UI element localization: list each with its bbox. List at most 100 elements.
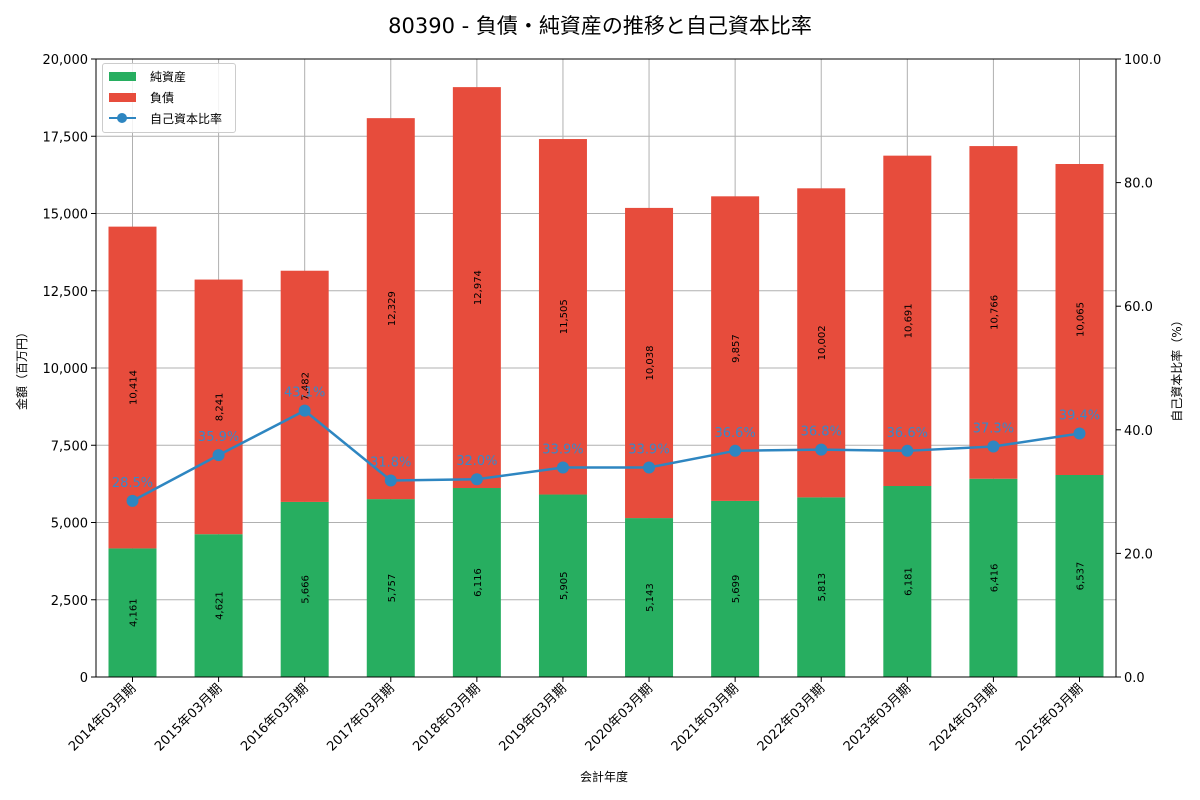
x-tick-label: 2020年03月期 — [583, 681, 656, 754]
equity-ratio-label: 33.9% — [628, 442, 669, 457]
bar-liabilities — [538, 139, 587, 495]
x-axis-title: 会計年度 — [580, 769, 628, 784]
y-axis-title: 金額（百万円） — [14, 326, 29, 410]
y-tick-label: 0 — [80, 671, 88, 686]
bar-value-label: 12,329 — [387, 291, 398, 326]
bar-value-label: 5,813 — [817, 573, 828, 602]
equity-ratio-marker — [729, 444, 742, 457]
bar-value-label: 10,766 — [989, 295, 1000, 330]
chart-title: 80390 - 負債・純資産の推移と自己資本比率 — [388, 14, 812, 38]
bar-value-label: 6,116 — [473, 568, 484, 597]
legend-item-liabilities: 負債 — [109, 88, 174, 106]
y-tick-label: 5,000 — [51, 517, 88, 532]
legend: 純資産 負債 自己資本比率 — [102, 63, 236, 133]
bar-value-label: 6,537 — [1076, 562, 1087, 591]
x-tick-label: 2015年03月期 — [152, 681, 225, 754]
equity-ratio-label: 36.8% — [801, 425, 842, 440]
bar-liabilities — [108, 226, 157, 549]
bar-liabilities — [883, 155, 932, 487]
bar-value-label: 5,666 — [301, 575, 312, 604]
equity-ratio-marker — [384, 474, 397, 487]
liabilities-swatch-icon — [109, 92, 136, 102]
equity-ratio-label: 36.6% — [714, 426, 755, 441]
bar-net-assets — [452, 488, 501, 677]
equity-ratio-marker — [815, 443, 828, 456]
bar-net-assets — [883, 486, 932, 677]
equity-ratio-label: 32.0% — [456, 454, 497, 469]
x-tick-label: 2014年03月期 — [66, 681, 139, 754]
y-tick-label: 10,000 — [43, 362, 89, 377]
bar-value-label: 8,241 — [215, 393, 226, 422]
legend-label: 純資産 — [150, 69, 187, 84]
bar-value-label: 6,416 — [989, 564, 1000, 593]
y-tick-label: 15,000 — [43, 208, 89, 223]
legend-item-net-assets: 純資産 — [109, 67, 186, 85]
bar-net-assets — [538, 494, 587, 677]
bar-net-assets — [280, 501, 329, 677]
bar-value-label: 10,002 — [817, 325, 828, 360]
x-tick-label: 2025年03月期 — [1013, 681, 1086, 754]
equity-ratio-label: 36.6% — [887, 426, 928, 441]
bar-value-label: 10,691 — [903, 303, 914, 338]
x-tick-label: 2021年03月期 — [669, 681, 742, 754]
equity-ratio-marker — [298, 404, 311, 417]
y-right-tick-label: 80.0 — [1124, 177, 1153, 192]
net-assets-swatch-icon — [109, 71, 136, 81]
equity-ratio-line — [131, 409, 1080, 502]
equity-ratio-label: 31.8% — [370, 455, 411, 470]
bar-value-label: 4,161 — [129, 598, 140, 627]
x-tick-label: 2017年03月期 — [324, 681, 397, 754]
line-marker-icon — [109, 112, 136, 124]
bar-net-assets — [366, 499, 415, 677]
equity-ratio-marker — [126, 494, 139, 507]
y-right-axis-title: 自己資本比率（%） — [1169, 314, 1184, 421]
y-right-tick-label: 40.0 — [1124, 424, 1153, 439]
bar-value-label: 5,905 — [559, 571, 570, 600]
equity-ratio-marker — [643, 461, 656, 474]
y-tick-label: 12,500 — [43, 285, 89, 300]
equity-ratio-label: 33.9% — [542, 442, 583, 457]
bar-value-label: 12,974 — [473, 270, 484, 305]
bar-value-label: 7,482 — [301, 372, 312, 401]
x-tick-label: 2016年03月期 — [238, 681, 311, 754]
x-tick-label: 2018年03月期 — [410, 681, 483, 754]
bar-net-assets — [625, 518, 674, 677]
y-right-tick-label: 60.0 — [1124, 300, 1153, 315]
bar-net-assets — [1055, 475, 1104, 677]
bar-value-label: 10,414 — [129, 370, 140, 405]
bar-value-label: 6,181 — [903, 567, 914, 596]
y-tick-label: 17,500 — [43, 130, 89, 145]
x-tick-label: 2023年03月期 — [841, 681, 914, 754]
bar-value-label: 5,143 — [645, 583, 656, 612]
bar-net-assets — [711, 500, 760, 677]
equity-ratio-marker — [1073, 427, 1086, 440]
bar-net-assets — [969, 478, 1018, 677]
bar-liabilities — [452, 87, 501, 489]
equity-ratio-label: 43.1% — [284, 386, 325, 401]
bar-liabilities — [280, 270, 329, 502]
y-tick-label: 20,000 — [43, 53, 89, 68]
x-tick-label: 2019年03月期 — [496, 681, 569, 754]
equity-ratio-label: 39.4% — [1059, 409, 1100, 424]
bar-value-label: 5,757 — [387, 574, 398, 603]
equity-ratio-label: 35.9% — [198, 430, 239, 445]
y-right-tick-label: 0.0 — [1124, 671, 1145, 686]
x-tick-label: 2022年03月期 — [755, 681, 828, 754]
equity-ratio-marker — [470, 473, 483, 486]
bar-value-label: 10,065 — [1076, 302, 1087, 337]
bar-value-label: 4,621 — [215, 591, 226, 620]
bar-liabilities — [969, 146, 1018, 479]
equity-ratio-marker — [987, 440, 1000, 453]
plot-frame — [95, 58, 1117, 678]
bar-net-assets — [108, 548, 157, 677]
bar-net-assets — [194, 534, 243, 677]
bar-liabilities — [194, 279, 243, 535]
legend-label: 負債 — [150, 90, 175, 105]
bar-liabilities — [366, 118, 415, 500]
bar-liabilities — [1055, 163, 1104, 476]
y-tick-label: 7,500 — [51, 439, 88, 454]
bar-value-label: 5,699 — [731, 575, 742, 604]
bar-value-label: 10,038 — [645, 345, 656, 380]
equity-ratio-marker — [212, 449, 225, 462]
